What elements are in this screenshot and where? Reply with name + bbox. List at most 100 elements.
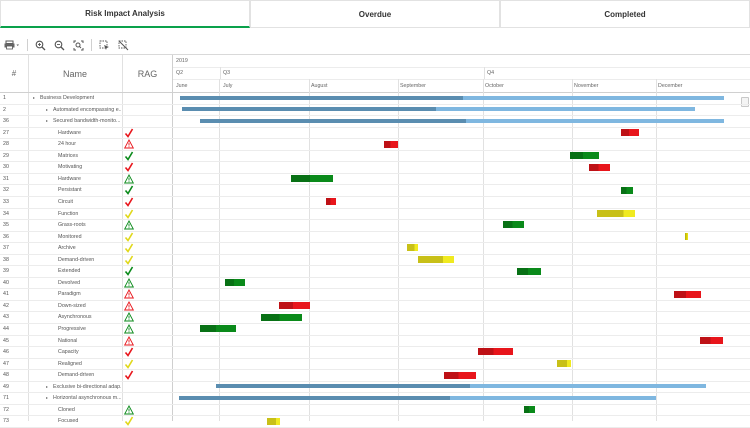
- task-bar[interactable]: [700, 336, 724, 344]
- task-bar[interactable]: [596, 209, 635, 217]
- month-gridline: [483, 79, 484, 421]
- row-divider: [0, 380, 750, 382]
- table-row[interactable]: 35 Grass-roots: [0, 219, 173, 231]
- summary-bar[interactable]: [216, 384, 471, 389]
- table-row[interactable]: 41 Paradigm: [0, 288, 173, 300]
- task-bar[interactable]: [443, 371, 476, 379]
- task-bar[interactable]: [621, 186, 633, 194]
- row-number: 29: [3, 152, 9, 159]
- summary-bar[interactable]: [178, 395, 450, 400]
- expand-icon[interactable]: ▸: [46, 383, 49, 389]
- task-bar[interactable]: [569, 152, 599, 160]
- task-name: Persistant: [58, 187, 82, 194]
- zoom-fit-button[interactable]: [69, 37, 88, 53]
- task-bar[interactable]: [326, 198, 336, 206]
- column-header-rag[interactable]: RAG: [137, 68, 158, 79]
- task-bar[interactable]: [384, 140, 399, 148]
- table-row[interactable]: 34 Function: [0, 208, 173, 220]
- gantt-chart[interactable]: 2019 Q2 Q3 Q4 June July August September Octob…: [173, 55, 750, 425]
- task-bar[interactable]: [517, 267, 542, 275]
- vertical-scrollbar[interactable]: [741, 97, 749, 107]
- summary-bar[interactable]: [181, 107, 436, 112]
- select-button[interactable]: [95, 37, 114, 53]
- table-row[interactable]: 44 Progressive: [0, 323, 173, 335]
- task-bar[interactable]: [224, 279, 246, 287]
- task-bar[interactable]: [261, 313, 302, 321]
- table-row[interactable]: 29 Matrices: [0, 150, 173, 162]
- column-header-num[interactable]: #: [11, 69, 17, 78]
- task-bar[interactable]: [673, 290, 701, 298]
- warning-icon: [123, 335, 135, 346]
- summary-bar[interactable]: [200, 118, 466, 123]
- task-bar[interactable]: [290, 175, 333, 183]
- table-row[interactable]: 38 Demand-driven: [0, 254, 173, 266]
- tab-overdue[interactable]: Overdue: [250, 0, 500, 28]
- table-row[interactable]: 28 24 hour: [0, 138, 173, 150]
- table-row[interactable]: 1 ▸ Business Development: [0, 92, 173, 104]
- table-row[interactable]: 40 Devolved: [0, 277, 173, 289]
- task-bar[interactable]: [557, 359, 572, 367]
- table-row[interactable]: 48 Demand-driven: [0, 369, 173, 381]
- row-number: 43: [3, 314, 9, 321]
- month-label: October: [485, 83, 504, 89]
- table-row[interactable]: 27 Hardware: [0, 127, 173, 139]
- table-row[interactable]: 46 Capacity: [0, 346, 173, 358]
- tab-risk-impact-analysis[interactable]: Risk Impact Analysis: [0, 0, 250, 28]
- task-bar[interactable]: [417, 256, 454, 263]
- expand-icon[interactable]: ▸: [46, 118, 49, 124]
- table-row[interactable]: 36 ▸ Secured bandwidth-monito...: [0, 115, 173, 127]
- zoom-out-button[interactable]: [50, 37, 69, 53]
- table-row[interactable]: 42 Down-sized: [0, 300, 173, 312]
- print-icon: [4, 40, 19, 50]
- table-row[interactable]: 73 Focused: [0, 415, 173, 427]
- task-bar[interactable]: [589, 163, 610, 171]
- task-bar[interactable]: [524, 406, 536, 414]
- table-row[interactable]: 31 Hardware: [0, 173, 173, 185]
- year-label: 2019: [176, 58, 188, 64]
- table-row[interactable]: 30 Motivating: [0, 161, 173, 173]
- task-name: Extended: [58, 268, 81, 275]
- task-bar[interactable]: [685, 232, 689, 240]
- task-bar[interactable]: [406, 244, 419, 252]
- task-bar[interactable]: [199, 325, 237, 333]
- task-bar[interactable]: [267, 417, 280, 425]
- print-button[interactable]: [0, 37, 24, 53]
- table-row[interactable]: 37 Archive: [0, 242, 173, 254]
- task-name: Hardware: [58, 175, 81, 182]
- row-number: 49: [3, 383, 9, 390]
- clear-selection-button[interactable]: [114, 37, 133, 53]
- table-row[interactable]: 72 Cloned: [0, 404, 173, 416]
- table-row[interactable]: 71 ▸ Horizontal asynchronous m...: [0, 392, 173, 404]
- table-row[interactable]: 33 Circuit: [0, 196, 173, 208]
- task-name: 24 hour: [58, 141, 76, 148]
- table-row[interactable]: 36 Monitored: [0, 231, 173, 243]
- table-row[interactable]: 39 Extended: [0, 265, 173, 277]
- table-row[interactable]: 2 ▸ Automated encompassing e...: [0, 104, 173, 116]
- quarter-divider: [484, 67, 485, 79]
- table-row[interactable]: 43 Asynchronous: [0, 311, 173, 323]
- summary-bar[interactable]: [462, 95, 725, 100]
- row-divider: [0, 115, 750, 117]
- expand-icon[interactable]: ▸: [46, 395, 49, 401]
- zoom-in-button[interactable]: [31, 37, 50, 53]
- column-header-name[interactable]: Name: [62, 68, 87, 79]
- table-row[interactable]: 45 National: [0, 335, 173, 347]
- summary-bar[interactable]: [179, 95, 463, 100]
- zoom-fit-icon: [73, 40, 84, 50]
- table-row[interactable]: 47 Realigned: [0, 358, 173, 370]
- row-number: 2: [3, 106, 6, 113]
- tab-completed[interactable]: Completed: [500, 0, 750, 28]
- task-bar[interactable]: [278, 302, 310, 310]
- task-bar[interactable]: [478, 348, 513, 356]
- summary-bar[interactable]: [470, 384, 706, 389]
- expand-icon[interactable]: ▸: [46, 106, 49, 112]
- warning-icon: [123, 324, 135, 334]
- summary-bar[interactable]: [449, 395, 656, 400]
- task-bar[interactable]: [620, 128, 640, 136]
- table-row[interactable]: 49 ▸ Exclusive bi-directional adap...: [0, 381, 173, 393]
- summary-bar[interactable]: [435, 107, 695, 112]
- summary-bar[interactable]: [465, 118, 725, 123]
- task-bar[interactable]: [503, 221, 524, 229]
- table-row[interactable]: 32 Persistant: [0, 184, 173, 196]
- expand-icon[interactable]: ▸: [33, 95, 36, 100]
